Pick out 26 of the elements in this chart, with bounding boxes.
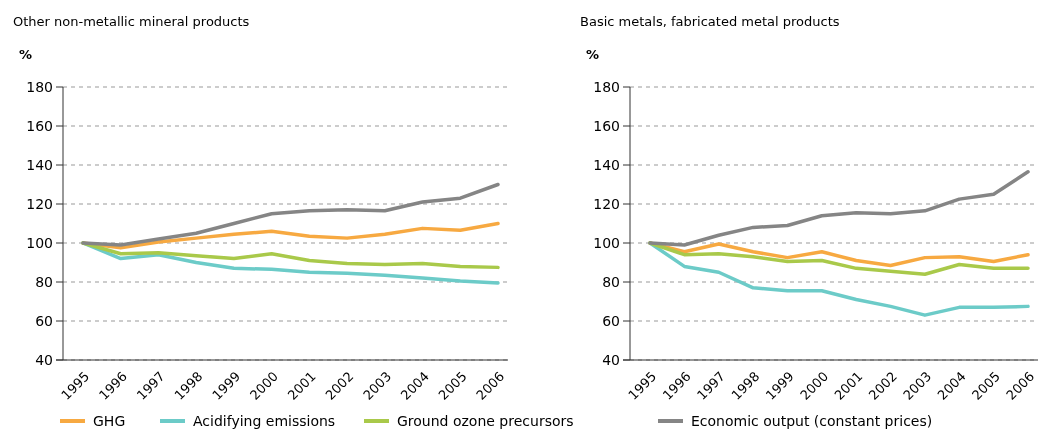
y-tick-label: 40	[35, 351, 53, 368]
chart-title: Other non-metallic mineral products	[13, 14, 250, 29]
y-tick-label: 80	[35, 273, 53, 290]
line-series	[648, 170, 1030, 247]
y-axis-title: %	[19, 47, 33, 62]
y-tick-label: 120	[593, 195, 620, 212]
y-tick-label: 40	[602, 351, 620, 368]
y-tick-label: 60	[35, 312, 53, 329]
y-tick-label: 140	[593, 156, 620, 173]
y-tick-label: 160	[26, 117, 53, 134]
y-tick-label: 100	[593, 234, 620, 251]
y-tick-label: 100	[26, 234, 53, 251]
chart-title: Basic metals, fabricated metal products	[580, 14, 840, 29]
y-tick-label: 180	[26, 78, 53, 95]
legend-label: Economic output (constant prices)	[691, 412, 933, 429]
y-tick-label: 140	[26, 156, 53, 173]
y-tick-label: 180	[593, 78, 620, 95]
legend-label: GHG	[93, 412, 126, 429]
legend-label: Ground ozone precursors	[397, 412, 574, 429]
y-axis-title: %	[586, 47, 600, 62]
legend-label: Acidifying emissions	[193, 412, 336, 429]
y-tick-label: 80	[602, 273, 620, 290]
line-series	[81, 182, 500, 247]
y-tick-label: 60	[602, 312, 620, 329]
y-tick-label: 120	[26, 195, 53, 212]
y-tick-label: 160	[593, 117, 620, 134]
